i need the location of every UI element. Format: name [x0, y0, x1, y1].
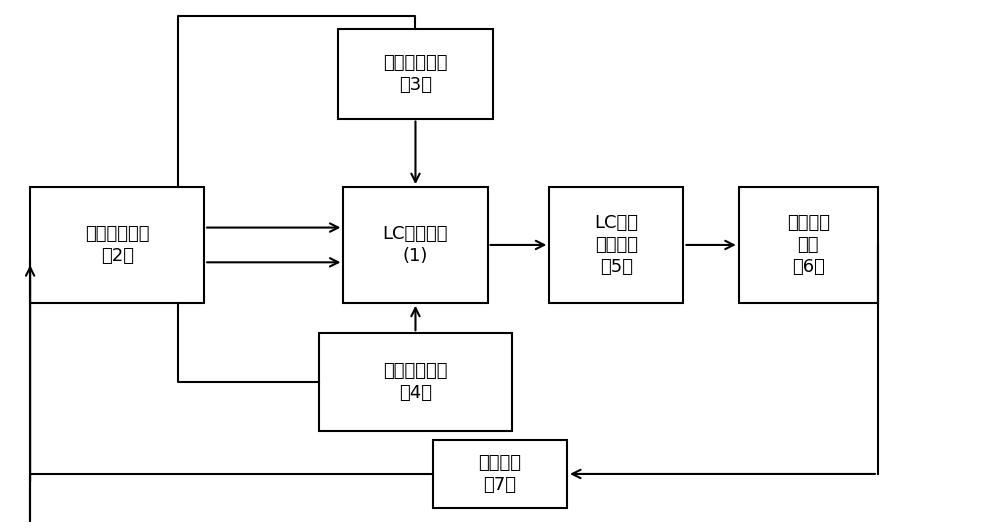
Text: （2）: （2）	[101, 247, 134, 265]
Bar	[549, 187, 683, 303]
Text: LC振荡电路: LC振荡电路	[383, 225, 448, 243]
Text: LC振荡: LC振荡	[594, 214, 638, 232]
Bar	[433, 440, 567, 508]
Text: （4）: （4）	[399, 384, 432, 402]
Text: （6）: （6）	[792, 258, 825, 276]
Text: (1): (1)	[403, 247, 428, 265]
Bar	[338, 29, 493, 119]
Bar	[319, 333, 512, 430]
Text: 微处理器单元: 微处理器单元	[85, 225, 149, 243]
Bar	[739, 187, 878, 303]
Bar	[30, 187, 204, 303]
Text: 电路: 电路	[798, 236, 819, 254]
Text: 电源控制电路: 电源控制电路	[383, 54, 448, 72]
Text: （5）: （5）	[600, 258, 633, 276]
Text: 包络检波: 包络检波	[787, 214, 830, 232]
Bar	[343, 187, 488, 303]
Text: （3）: （3）	[399, 76, 432, 94]
Text: 触发电路: 触发电路	[479, 454, 522, 472]
Text: 检测电路: 检测电路	[595, 236, 638, 254]
Text: （7）: （7）	[484, 476, 516, 494]
Text: 激励控制电路: 激励控制电路	[383, 362, 448, 380]
